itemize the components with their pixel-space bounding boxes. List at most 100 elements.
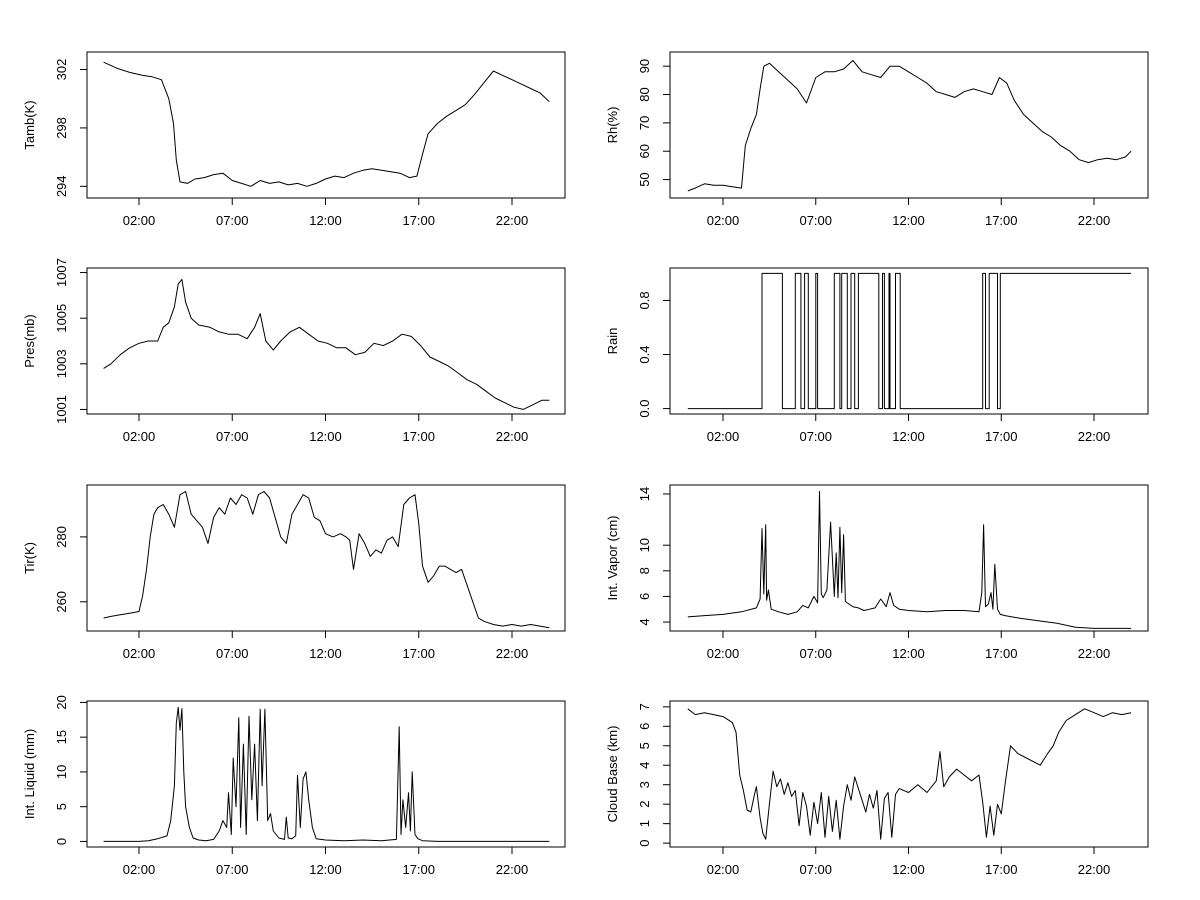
x-tick-label: 02:00: [123, 213, 156, 228]
x-tick-label: 07:00: [799, 429, 832, 444]
plot-frame: [669, 700, 1149, 848]
y-axis-label: Tamb(K): [22, 100, 37, 149]
plot-frame: [669, 51, 1149, 199]
chart-panel-7: 02:00 07:00 12:00 17:00 22:00 0 5 10 15 20 Int. Li…: [22, 695, 566, 877]
y-tick-label: 20: [54, 695, 69, 709]
y-tick-label: 70: [637, 116, 652, 130]
y-tick-label: 10: [637, 538, 652, 552]
y-tick-label: 15: [54, 730, 69, 744]
y-tick-label: 10: [54, 765, 69, 779]
y-tick-label: 260: [54, 591, 69, 613]
y-tick-label: 0.0: [637, 400, 652, 418]
chart-panel-1: 02:00 07:00 12:00 17:00 22:00 294 298 302 Tamb(K…: [22, 51, 566, 228]
x-tick-label: 07:00: [799, 646, 832, 661]
y-axis-label: Pres(mb): [22, 314, 37, 367]
plot-frame: [86, 700, 566, 848]
y-tick-label: 2: [637, 801, 652, 808]
chart-panel-2: 02:00 07:00 12:00 17:00 22:00 50 60 70 80 90 Rh(%): [605, 51, 1149, 228]
y-tick-label: 298: [54, 117, 69, 139]
y-tick-label: 7: [637, 703, 652, 710]
y-tick-label: 0.4: [637, 345, 652, 363]
y-tick-label: 4: [637, 618, 652, 625]
x-tick-label: 07:00: [216, 646, 249, 661]
y-tick-label: 0: [637, 839, 652, 846]
x-tick-label: 22:00: [1078, 646, 1111, 661]
y-axis-label: Int. Vapor (cm): [605, 515, 620, 600]
series-line: [687, 272, 1132, 410]
y-tick-label: 280: [54, 526, 69, 548]
x-tick-label: 02:00: [123, 646, 156, 661]
x-tick-label: 12:00: [892, 213, 925, 228]
y-tick-label: 294: [54, 175, 69, 197]
x-tick-label: 22:00: [1078, 429, 1111, 444]
chart-panel-3: 02:00 07:00 12:00 17:00 22:00 1001 1003 1005 100…: [22, 258, 566, 444]
x-tick-label: 12:00: [309, 213, 342, 228]
x-tick-label: 17:00: [402, 213, 435, 228]
x-tick-label: 22:00: [1078, 862, 1111, 877]
x-tick-label: 12:00: [892, 862, 925, 877]
series-line: [687, 60, 1132, 192]
y-tick-label: 0: [54, 838, 69, 845]
y-tick-label: 1005: [54, 304, 69, 333]
series-line: [103, 278, 550, 410]
y-tick-label: 5: [54, 803, 69, 810]
x-tick-label: 17:00: [985, 646, 1018, 661]
x-tick-label: 07:00: [799, 213, 832, 228]
y-tick-label: 302: [54, 59, 69, 81]
x-tick-label: 17:00: [985, 213, 1018, 228]
x-tick-label: 17:00: [402, 429, 435, 444]
chart-panel-4: 02:00 07:00 12:00 17:00 22:00 0.0 0.4 0.8 Rain: [605, 267, 1149, 444]
y-tick-label: 1001: [54, 395, 69, 424]
series-line: [103, 61, 550, 187]
x-tick-label: 22:00: [496, 429, 529, 444]
x-tick-label: 17:00: [985, 862, 1018, 877]
x-tick-label: 17:00: [402, 862, 435, 877]
x-tick-label: 22:00: [496, 862, 529, 877]
y-tick-label: 1: [637, 820, 652, 827]
series-line: [103, 706, 550, 842]
x-tick-label: 02:00: [707, 646, 740, 661]
x-tick-label: 22:00: [496, 213, 529, 228]
y-axis-label: Cloud Base (km): [605, 726, 620, 823]
x-tick-label: 02:00: [707, 213, 740, 228]
x-tick-label: 12:00: [309, 646, 342, 661]
x-tick-label: 12:00: [309, 862, 342, 877]
x-tick-label: 12:00: [892, 646, 925, 661]
x-tick-label: 07:00: [216, 213, 249, 228]
series-line: [103, 491, 550, 629]
plot-frame: [86, 51, 566, 199]
x-tick-label: 22:00: [496, 646, 529, 661]
y-tick-label: 6: [637, 593, 652, 600]
y-tick-label: 80: [637, 87, 652, 101]
plot-frame: [86, 267, 566, 415]
series-line: [687, 490, 1132, 629]
y-tick-label: 5: [637, 742, 652, 749]
y-tick-label: 50: [637, 172, 652, 186]
y-tick-label: 1003: [54, 349, 69, 378]
chart-panel-8: 02:00 07:00 12:00 17:00 22:00 0 1 2 3 4 5 6 7 Cloud B…: [605, 700, 1149, 877]
x-tick-label: 12:00: [892, 429, 925, 444]
x-tick-label: 02:00: [123, 429, 156, 444]
plot-frame: [669, 267, 1149, 415]
x-tick-label: 02:00: [123, 862, 156, 877]
y-tick-label: 8: [637, 567, 652, 574]
y-axis-label: Rh(%): [605, 107, 620, 144]
x-tick-label: 02:00: [707, 862, 740, 877]
x-tick-label: 12:00: [309, 429, 342, 444]
x-tick-label: 07:00: [216, 429, 249, 444]
x-tick-label: 07:00: [216, 862, 249, 877]
y-axis-label: Int. Liquid (mm): [22, 729, 37, 819]
x-tick-label: 17:00: [402, 646, 435, 661]
x-tick-label: 02:00: [707, 429, 740, 444]
y-tick-label: 4: [637, 762, 652, 769]
y-tick-label: 0.8: [637, 291, 652, 309]
y-tick-label: 14: [637, 487, 652, 501]
y-tick-label: 1007: [54, 258, 69, 287]
y-tick-label: 60: [637, 144, 652, 158]
y-axis-label: Tir(K): [22, 542, 37, 574]
y-axis-label: Rain: [605, 328, 620, 355]
x-tick-label: 22:00: [1078, 213, 1111, 228]
x-tick-label: 17:00: [985, 429, 1018, 444]
x-tick-label: 07:00: [799, 862, 832, 877]
